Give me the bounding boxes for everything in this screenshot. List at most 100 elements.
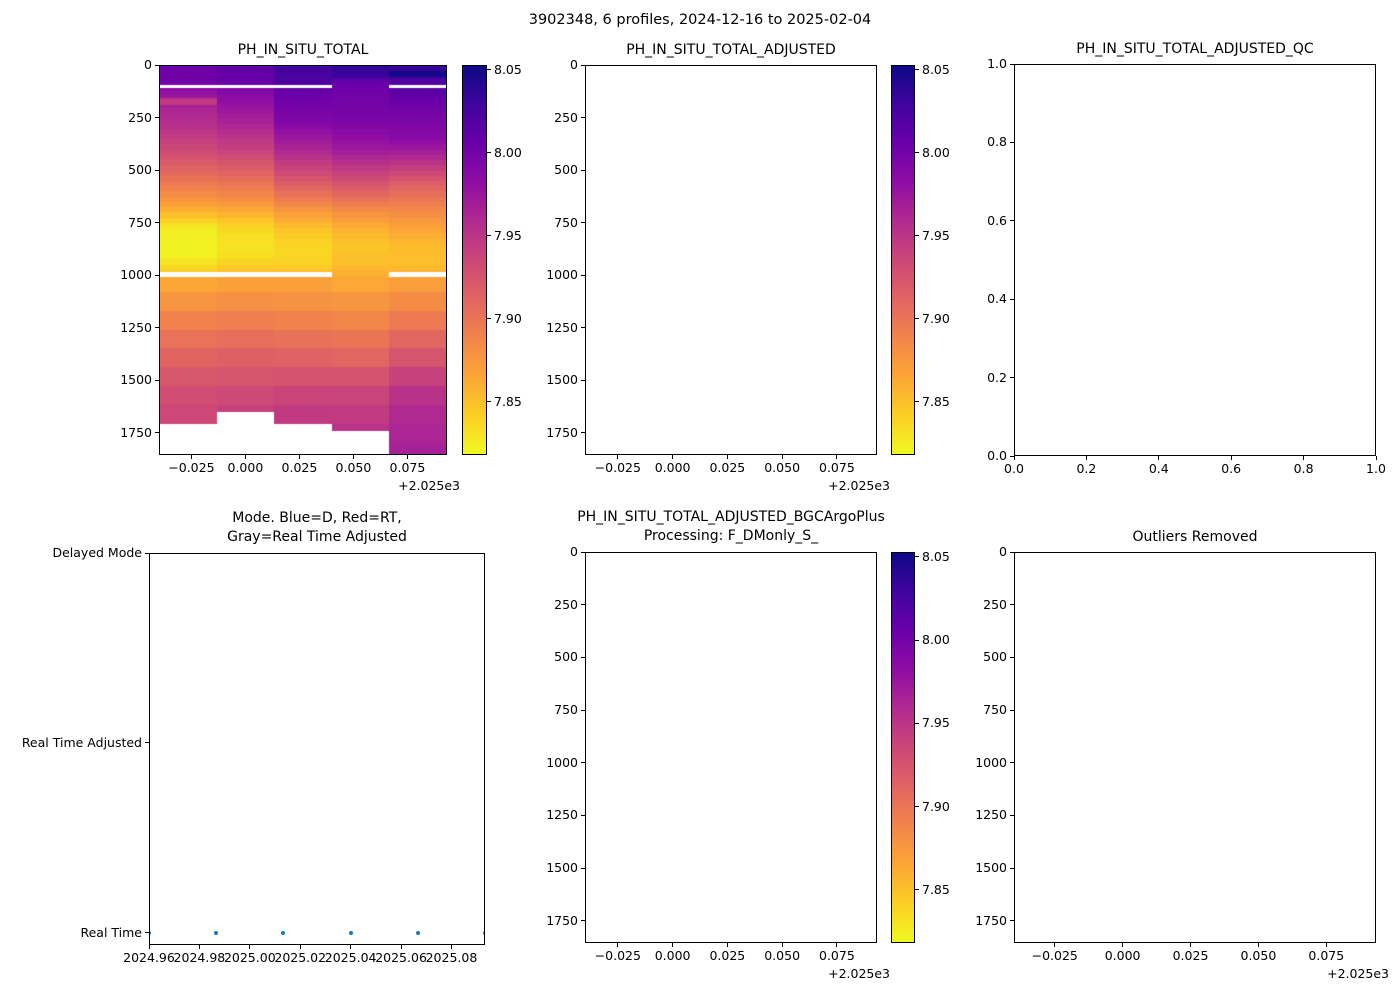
axes-ph-in-situ-total — [159, 65, 447, 455]
y-tick-mark — [581, 274, 585, 276]
colorbar-tick-label: 8.05 — [922, 548, 950, 564]
y-tick-mark — [1010, 656, 1014, 658]
colorbar-tick-mark — [487, 69, 491, 71]
y-tick-mark — [155, 274, 159, 276]
y-tick-label: Real Time Adjusted — [21, 734, 142, 750]
axes-bgcargoplus — [585, 552, 877, 943]
x-tick-mark — [249, 945, 251, 949]
y-tick-mark — [155, 222, 159, 224]
x-tick-label: 0.6 — [1221, 461, 1242, 476]
title-ph-in-situ-total-adjusted-qc: PH_IN_SITU_TOTAL_ADJUSTED_QC — [1076, 41, 1314, 57]
y-tick-label: 1500 — [120, 372, 152, 388]
x-tick-label: 0.025 — [709, 948, 746, 963]
y-tick-mark — [1010, 814, 1014, 816]
x-tick-label: 0.050 — [335, 460, 372, 475]
colorbar-tick-label: 7.85 — [494, 393, 522, 409]
colorbar-tick-mark — [915, 806, 919, 808]
colorbar-tick-label: 8.00 — [922, 632, 950, 648]
x-tick-mark — [1122, 943, 1124, 947]
x-tick-label: 0.075 — [1308, 948, 1345, 963]
x-tick-mark — [1085, 456, 1087, 460]
x-tick-label: 2025.08 — [425, 950, 478, 965]
x-tick-mark — [672, 455, 674, 459]
y-tick-label: 1750 — [546, 424, 578, 440]
y-tick-label: 1250 — [120, 319, 152, 335]
y-tick-label: 500 — [554, 649, 578, 665]
x-tick-label: 2024.98 — [173, 950, 226, 965]
profile-mode-dot — [214, 930, 219, 935]
y-tick-mark — [581, 920, 585, 922]
y-tick-label: 250 — [554, 109, 578, 125]
title-ph-in-situ-total-adjusted: PH_IN_SITU_TOTAL_ADJUSTED — [626, 42, 836, 58]
y-tick-mark — [1010, 762, 1014, 764]
axes-outliers-removed — [1014, 552, 1376, 943]
x-tick-label: 0.025 — [1172, 948, 1209, 963]
y-tick-label: 1.0 — [987, 56, 1007, 71]
colorbar-tick-label: 7.95 — [922, 227, 950, 243]
colorbar-tick-mark — [915, 318, 919, 320]
y-tick-mark — [1010, 220, 1014, 222]
y-tick-mark — [145, 742, 149, 744]
x-tick-label: 2025.02 — [274, 950, 327, 965]
title-outliers-removed: Outliers Removed — [1132, 529, 1258, 545]
y-tick-label: 1500 — [975, 860, 1007, 876]
x-tick-label: 2025.04 — [324, 950, 377, 965]
y-tick-label: 1500 — [546, 860, 578, 876]
colorbar-tick-mark — [487, 235, 491, 237]
x-tick-mark — [198, 945, 200, 949]
y-tick-mark — [581, 432, 585, 434]
x-tick-label: 2025.06 — [375, 950, 427, 965]
profile-mode-dot — [483, 930, 484, 935]
colorbar-ph-in-situ-total — [462, 65, 487, 455]
x-tick-label: 0.0 — [1004, 461, 1024, 476]
x-tick-label: 0.000 — [1104, 948, 1141, 963]
x-tick-label: 0.075 — [819, 948, 855, 963]
profile-mode-dot — [281, 930, 286, 935]
y-tick-label: 250 — [554, 596, 578, 612]
x-tick-mark — [400, 945, 402, 949]
y-tick-label: Real Time — [80, 924, 142, 940]
x-axis-offset-label: +2.025e3 — [828, 966, 890, 981]
colorbar-tick-mark — [915, 401, 919, 403]
figure-title: 3902348, 6 profiles, 2024-12-16 to 2025-… — [528, 12, 872, 28]
colorbar-tick-mark — [915, 722, 919, 724]
y-tick-label: 1750 — [546, 912, 578, 928]
x-tick-label: 0.025 — [281, 460, 318, 475]
title-ph-in-situ-total: PH_IN_SITU_TOTAL — [237, 42, 369, 58]
y-tick-mark — [1010, 709, 1014, 711]
y-tick-label: 0.2 — [987, 369, 1007, 385]
x-tick-label: 0.050 — [764, 460, 801, 475]
y-tick-mark — [1010, 604, 1014, 606]
x-tick-label: 0.8 — [1293, 461, 1314, 476]
y-tick-mark — [581, 656, 585, 658]
y-tick-mark — [1010, 298, 1014, 300]
x-tick-mark — [1303, 456, 1305, 460]
y-tick-mark — [581, 117, 585, 119]
y-tick-label: 1750 — [975, 912, 1007, 928]
y-tick-label: 1250 — [546, 807, 578, 823]
colorbar-tick-mark — [487, 152, 491, 154]
colorbar-tick-label: 7.85 — [922, 393, 950, 409]
y-tick-mark — [155, 327, 159, 329]
y-tick-label: 0.0 — [987, 448, 1007, 463]
colorbar-tick-mark — [915, 235, 919, 237]
x-tick-mark — [726, 455, 728, 459]
x-tick-mark — [672, 943, 674, 947]
colorbar-tick-mark — [487, 401, 491, 403]
x-tick-mark — [350, 945, 352, 949]
y-tick-label: 1500 — [546, 372, 578, 388]
colorbar-tick-mark — [915, 152, 919, 154]
x-tick-mark — [836, 455, 838, 459]
y-tick-mark — [155, 432, 159, 434]
title-bgcargoplus: PH_IN_SITU_TOTAL_ADJUSTED_BGCArgoPlus Pr… — [577, 509, 885, 544]
y-tick-label: 1000 — [120, 267, 152, 283]
x-tick-label: −0.025 — [168, 460, 215, 475]
y-tick-label: 750 — [128, 214, 152, 230]
colorbar-tick-label: 7.95 — [494, 227, 522, 243]
y-tick-mark — [1010, 63, 1014, 65]
x-tick-label: 0.025 — [709, 460, 746, 475]
x-tick-mark — [1375, 456, 1377, 460]
y-tick-label: 0.4 — [987, 291, 1007, 307]
x-tick-label: 0.050 — [764, 948, 801, 963]
y-tick-mark — [1010, 551, 1014, 553]
